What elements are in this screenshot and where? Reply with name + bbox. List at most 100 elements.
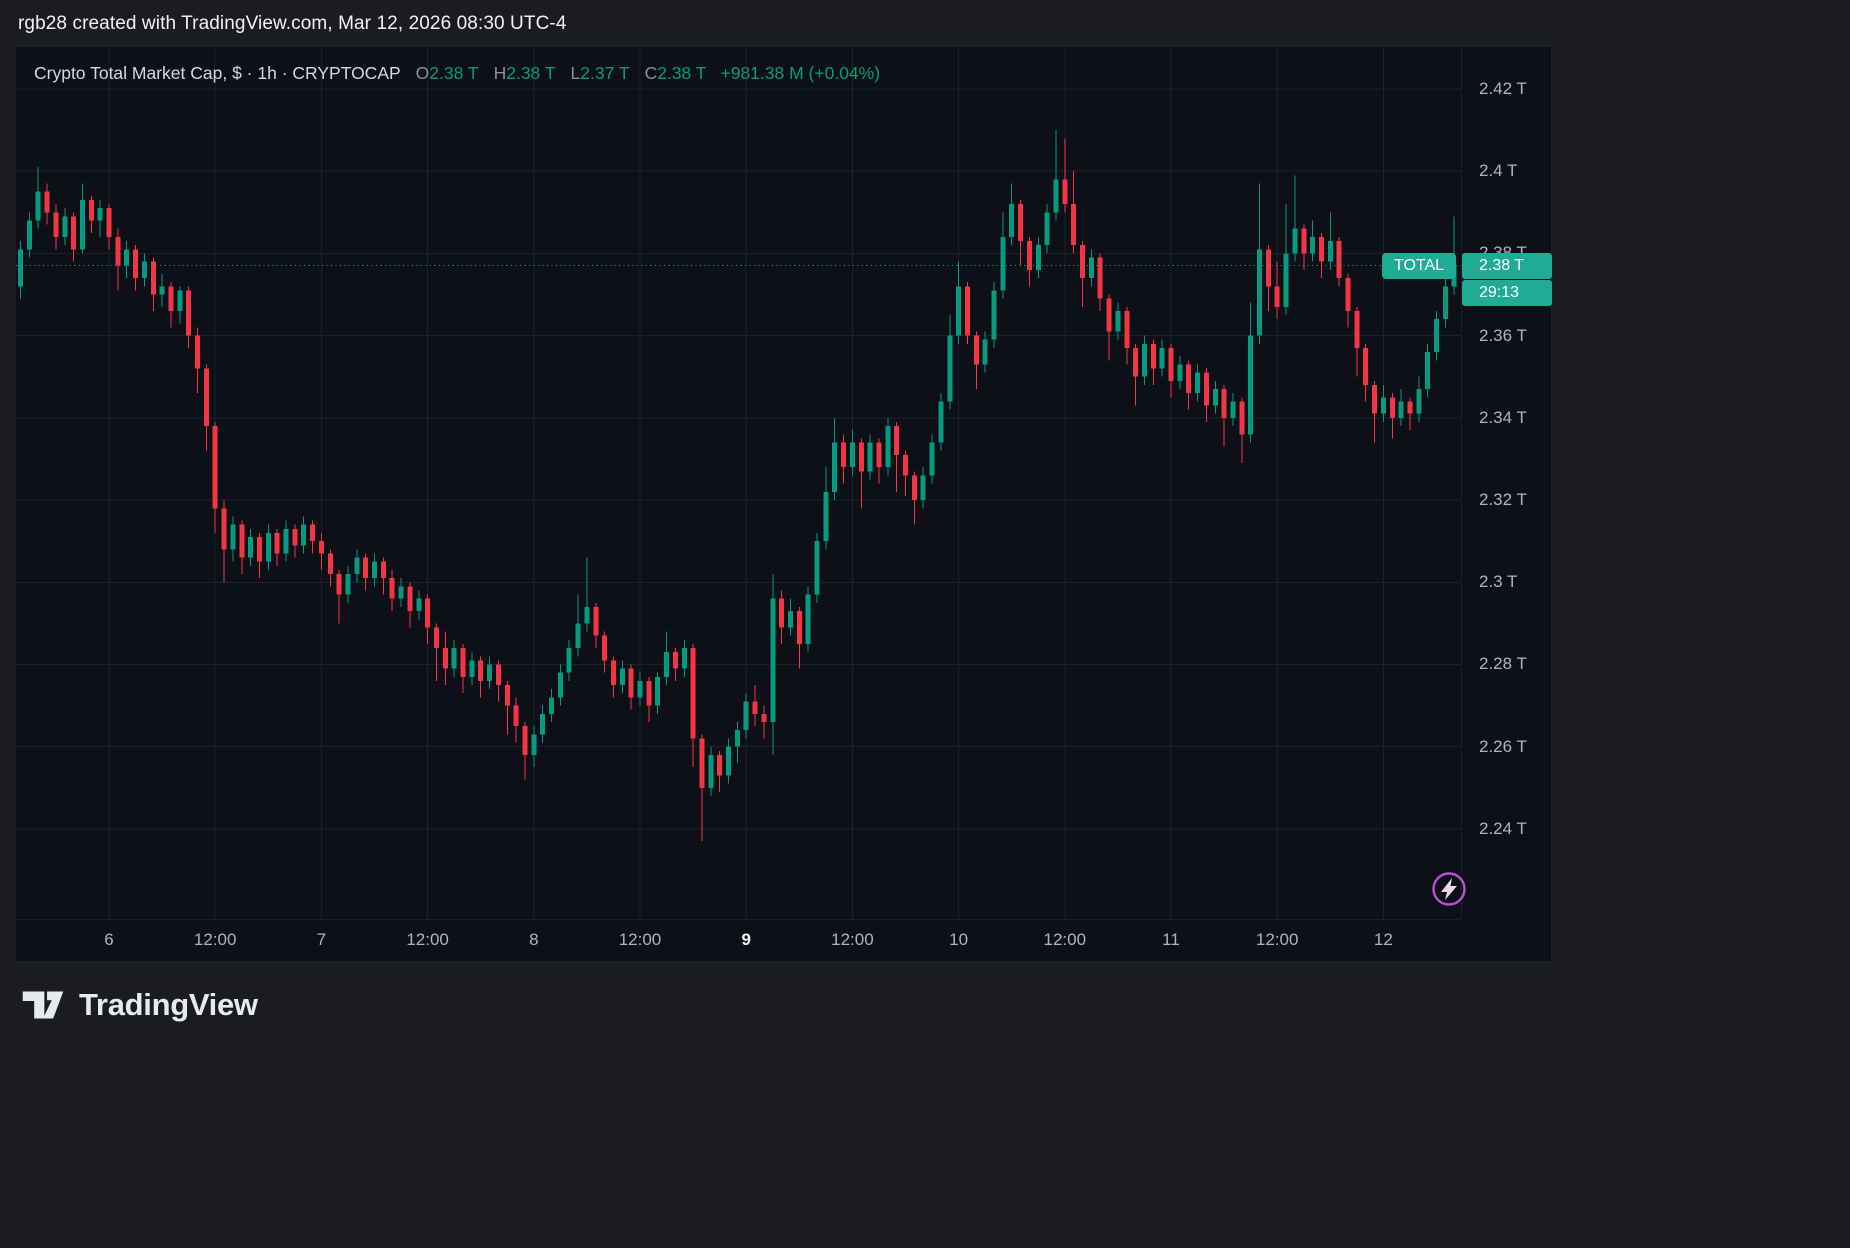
time-axis-label: 12:00 bbox=[831, 930, 874, 949]
candle bbox=[947, 315, 953, 410]
price-axis-label: 2.34 T bbox=[1479, 407, 1527, 427]
candle bbox=[1425, 343, 1431, 398]
time-axis-label: 12:00 bbox=[1043, 930, 1087, 949]
countdown-value: 29:13 bbox=[1479, 283, 1520, 301]
candle bbox=[858, 438, 864, 509]
boost-button[interactable] bbox=[1430, 870, 1468, 908]
candle bbox=[416, 590, 422, 620]
candle bbox=[1363, 343, 1369, 402]
price-axis-label: 2.24 T bbox=[1479, 818, 1527, 838]
candle bbox=[150, 257, 156, 311]
chart-legend: Crypto Total Market Cap, $ · 1h · CRYPTO… bbox=[34, 63, 880, 84]
time-axis-label: 7 bbox=[316, 930, 327, 949]
candle bbox=[1407, 397, 1413, 431]
candle bbox=[1195, 364, 1201, 402]
time-axis[interactable]: 6 12:00 7 12:00 8 12:00 9 12:00 10 12:00 11 12:00 12 bbox=[16, 919, 1461, 963]
candle bbox=[513, 697, 519, 743]
ohlc-open-value: 2.38 T bbox=[429, 63, 479, 83]
candle bbox=[1106, 294, 1112, 361]
candle bbox=[1159, 339, 1165, 377]
candle bbox=[372, 553, 377, 587]
candle bbox=[991, 282, 997, 348]
tradingview-logo-icon bbox=[22, 991, 64, 1019]
candle bbox=[1124, 306, 1130, 365]
price-axis-label: 2.28 T bbox=[1479, 654, 1527, 674]
candle bbox=[664, 631, 670, 686]
candle bbox=[894, 421, 900, 492]
candle bbox=[628, 664, 634, 710]
candle bbox=[186, 286, 192, 348]
chart-panel: Crypto Total Market Cap, $ · 1h · CRYPTO… bbox=[15, 46, 1552, 962]
candle bbox=[681, 639, 687, 677]
candle bbox=[1071, 171, 1077, 254]
candle bbox=[805, 586, 811, 653]
candle bbox=[478, 656, 484, 698]
tradingview-logo: TradingView bbox=[20, 982, 258, 1028]
time-axis-label: 10 bbox=[949, 930, 969, 949]
candle bbox=[35, 167, 41, 229]
candle bbox=[929, 434, 935, 484]
change-value: +981.38 M (+0.04%) bbox=[720, 63, 881, 83]
candle bbox=[97, 199, 103, 237]
price-axis[interactable]: 2.42 T 2.4 T 2.38 T 2.36 T 2.34 T 2.32 T 2.3 T… bbox=[1461, 47, 1553, 919]
candle bbox=[380, 557, 386, 595]
candle bbox=[26, 212, 32, 258]
candle bbox=[1115, 302, 1121, 340]
candle bbox=[779, 590, 785, 644]
candle bbox=[1150, 339, 1156, 385]
ohlc-open-label: O bbox=[415, 63, 430, 83]
candle bbox=[292, 524, 298, 558]
candle bbox=[690, 643, 696, 768]
time-axis-label: 6 bbox=[104, 930, 114, 949]
lightning-icon bbox=[1432, 872, 1466, 906]
candle bbox=[265, 524, 271, 570]
candle bbox=[1398, 389, 1404, 427]
candle bbox=[814, 532, 820, 603]
candle bbox=[531, 726, 537, 768]
time-axis-label: 12 bbox=[1373, 930, 1393, 949]
candle bbox=[239, 520, 245, 575]
candle bbox=[451, 639, 457, 677]
candle bbox=[1053, 130, 1059, 221]
candle bbox=[1186, 360, 1192, 410]
candle bbox=[1000, 212, 1006, 299]
candle bbox=[540, 705, 546, 743]
ohlc-high-label: H bbox=[493, 63, 507, 83]
candle bbox=[106, 204, 112, 250]
candle bbox=[982, 331, 988, 373]
candle bbox=[195, 327, 200, 394]
candle bbox=[743, 693, 749, 739]
candle bbox=[398, 578, 404, 607]
candle bbox=[584, 557, 590, 632]
candle bbox=[867, 434, 873, 480]
time-axis-label: 11 bbox=[1162, 930, 1180, 949]
candle bbox=[566, 639, 572, 681]
ohlc-high-value: 2.38 T bbox=[506, 63, 556, 83]
candle bbox=[1248, 302, 1254, 443]
ohlc-close-value: 2.38 T bbox=[657, 63, 707, 83]
candle bbox=[460, 643, 466, 694]
candle bbox=[770, 574, 776, 755]
candle bbox=[310, 520, 316, 554]
candle bbox=[433, 623, 439, 681]
symbol-title[interactable]: Crypto Total Market Cap, $ · 1h · CRYPTO… bbox=[34, 63, 401, 83]
candle bbox=[1062, 138, 1068, 213]
candle bbox=[230, 516, 236, 562]
time-axis-label: 9 bbox=[741, 930, 751, 949]
candle bbox=[1310, 220, 1316, 262]
candle bbox=[619, 660, 625, 694]
candle bbox=[637, 672, 643, 706]
price-axis-label: 2.42 T bbox=[1479, 78, 1527, 98]
price-axis-label: 2.4 T bbox=[1479, 161, 1518, 181]
ohlc-low-value: 2.37 T bbox=[580, 63, 630, 83]
countdown-tag: 29:13 bbox=[1462, 279, 1552, 306]
candle bbox=[1336, 236, 1342, 287]
candle bbox=[425, 594, 431, 644]
total-badge-label: TOTAL bbox=[1393, 256, 1445, 274]
candle bbox=[407, 582, 413, 628]
ohlc-low-label: L bbox=[570, 63, 581, 83]
candle bbox=[610, 656, 616, 698]
candlestick-plot[interactable] bbox=[16, 47, 1461, 919]
candle bbox=[274, 528, 280, 566]
candle bbox=[787, 598, 793, 636]
